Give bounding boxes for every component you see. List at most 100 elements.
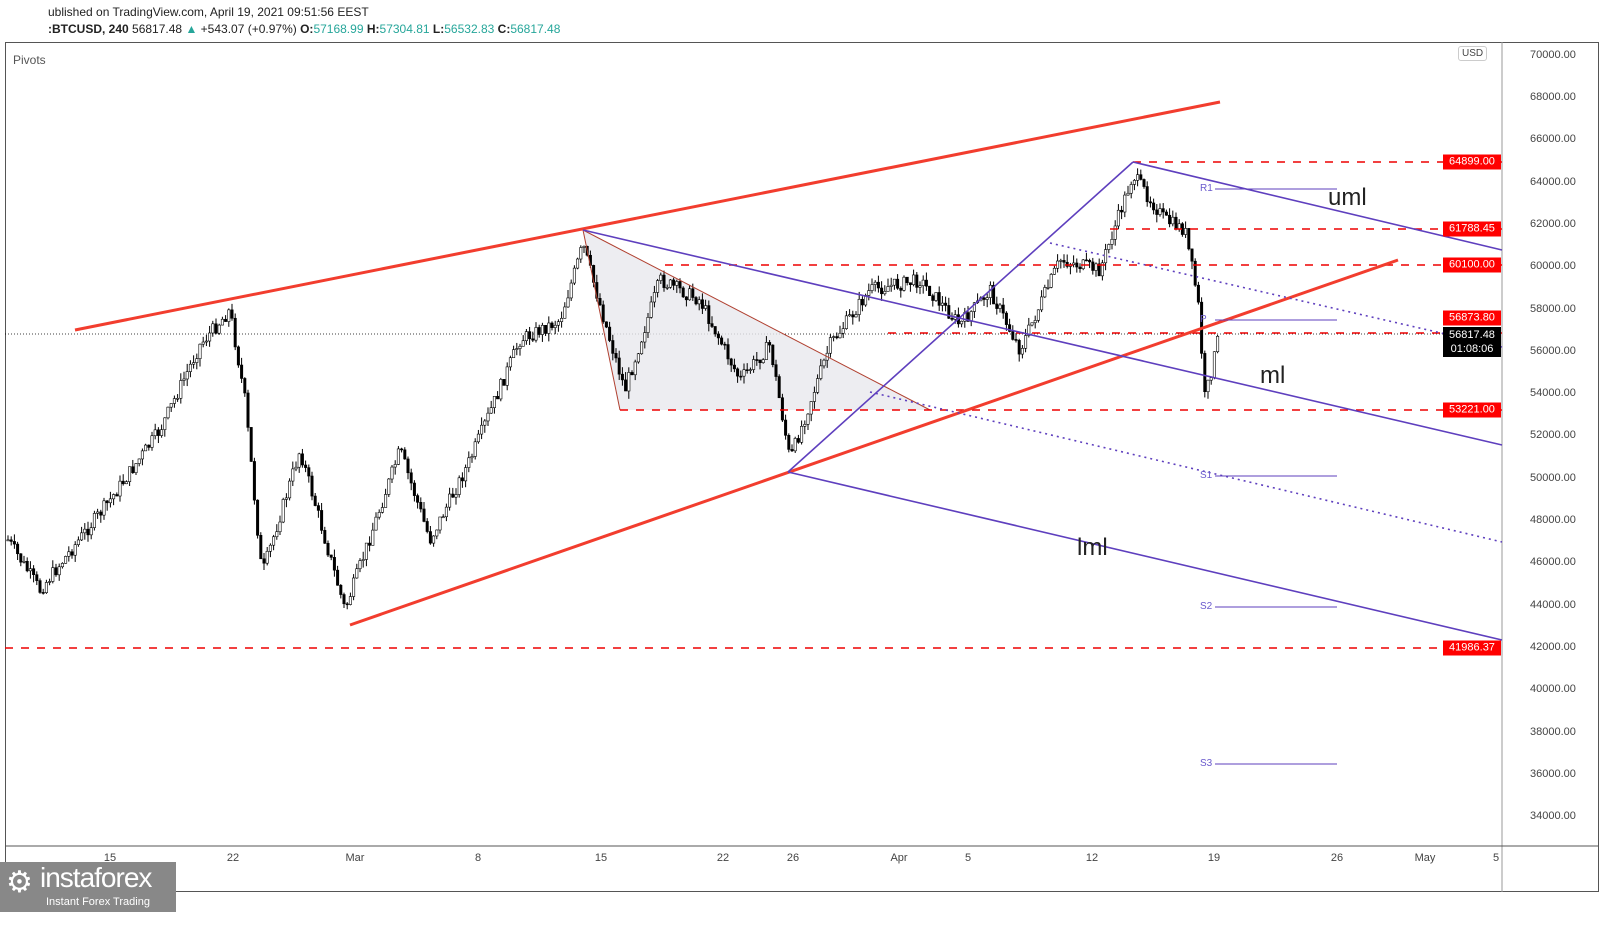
candle-body — [1206, 379, 1210, 393]
candle-body — [723, 343, 727, 346]
candle-body — [1100, 262, 1104, 277]
watermark-tagline: Instant Forex Trading — [46, 896, 150, 908]
candle-body — [64, 556, 68, 564]
candle-body — [768, 342, 772, 346]
candle-body — [448, 493, 452, 508]
candle-body — [726, 344, 730, 360]
candle-body — [441, 516, 445, 519]
candle-body — [694, 297, 698, 305]
candle-body — [838, 332, 842, 339]
candle-body — [486, 412, 490, 422]
lower-wedge-line[interactable] — [349, 258, 1399, 627]
candle-body — [1014, 339, 1018, 341]
candle-body — [761, 359, 765, 364]
time-tick: May — [1414, 852, 1436, 864]
candle-body — [809, 401, 813, 415]
candle-body — [1216, 335, 1220, 353]
candle-body — [614, 353, 618, 359]
candle-body — [470, 456, 474, 459]
candle-body — [995, 303, 999, 309]
pitchfork[interactable] — [582, 161, 1503, 641]
candle-body — [153, 429, 157, 437]
candle-body — [819, 365, 823, 379]
candle-body — [915, 274, 919, 288]
candle-body — [416, 495, 420, 503]
candle-body — [428, 531, 432, 544]
candle-body — [278, 521, 282, 533]
time-tick: 15 — [103, 852, 117, 864]
candle-body — [1187, 228, 1191, 250]
price-tick: 42000.00 — [1530, 640, 1576, 653]
time-tick: 22 — [226, 852, 240, 864]
candle-body — [1091, 261, 1095, 271]
candle-body — [656, 280, 660, 293]
candle-body — [1184, 228, 1188, 235]
candle-body — [812, 392, 816, 402]
candle-body — [214, 323, 218, 334]
candle-body — [236, 346, 240, 366]
candlesticks — [6, 168, 1220, 610]
candle-body — [560, 317, 564, 322]
candle-body — [252, 461, 256, 501]
candle-body — [1027, 324, 1031, 336]
candle-body — [624, 379, 628, 392]
indicator-label[interactable]: Pivots — [13, 53, 46, 67]
candle-body — [73, 544, 77, 556]
candle-body — [336, 569, 340, 586]
price-tick: 54000.00 — [1530, 387, 1576, 400]
chart-frame[interactable] — [5, 42, 1599, 892]
candle-body — [32, 568, 36, 575]
time-tick: 15 — [594, 852, 608, 864]
candle-body — [489, 407, 493, 414]
price-tick: 44000.00 — [1530, 598, 1576, 611]
candle-body — [563, 306, 567, 319]
candle-body — [348, 596, 352, 605]
candle-body — [684, 296, 688, 301]
candle-body — [140, 450, 144, 460]
candle-body — [1097, 263, 1101, 277]
price-tick: 52000.00 — [1530, 429, 1576, 442]
candle-body — [412, 482, 416, 496]
candle-body — [707, 305, 711, 324]
candle-body — [89, 527, 93, 536]
ml-label: ml — [1260, 362, 1286, 389]
candle-body — [1203, 353, 1207, 393]
pivot-lines — [1215, 188, 1337, 765]
currency-badge[interactable]: USD — [1458, 46, 1488, 61]
pivot-s3: S3 — [1200, 758, 1213, 769]
candle-body — [9, 539, 13, 542]
pivot-r1: R1 — [1200, 183, 1213, 194]
upper-wedge-line[interactable] — [74, 100, 1221, 332]
candle-body — [966, 312, 970, 322]
lower-warning-line — [869, 391, 1503, 543]
candle-body — [870, 284, 874, 291]
candle-body — [918, 285, 922, 288]
candle-body — [384, 494, 388, 508]
candle-body — [697, 299, 701, 305]
level-tag: 53221.00 — [1443, 402, 1501, 418]
price-tick: 38000.00 — [1530, 725, 1576, 738]
candle-body — [841, 328, 845, 334]
candle-body — [96, 511, 100, 514]
candle-body — [1142, 179, 1146, 187]
candle-body — [86, 528, 90, 536]
candle-body — [16, 543, 20, 555]
candle-body — [492, 396, 496, 408]
candle-body — [569, 282, 573, 299]
candle-body — [876, 281, 880, 289]
candle-body — [640, 341, 644, 355]
candle-body — [659, 274, 663, 281]
candle-body — [316, 505, 320, 511]
candle-body — [806, 413, 810, 425]
candle-body — [371, 529, 375, 546]
candle-body — [297, 453, 301, 468]
candle-body — [601, 304, 605, 323]
candle-body — [6, 539, 10, 542]
candle-body — [748, 369, 752, 371]
candle-body — [598, 298, 602, 306]
candle-body — [425, 521, 429, 532]
candle-body — [198, 343, 202, 359]
candle-body — [38, 580, 42, 593]
candle-body — [121, 480, 125, 485]
